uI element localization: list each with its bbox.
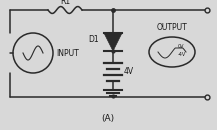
Text: D1: D1: [88, 35, 99, 44]
Polygon shape: [104, 33, 122, 51]
Text: 0V: 0V: [178, 44, 184, 50]
Text: 4V: 4V: [124, 67, 134, 76]
Text: INPUT: INPUT: [56, 48, 79, 57]
Text: OUTPUT: OUTPUT: [157, 23, 187, 32]
Text: -4V: -4V: [178, 53, 186, 57]
Text: R1: R1: [60, 0, 70, 6]
Text: (A): (A): [101, 113, 115, 122]
